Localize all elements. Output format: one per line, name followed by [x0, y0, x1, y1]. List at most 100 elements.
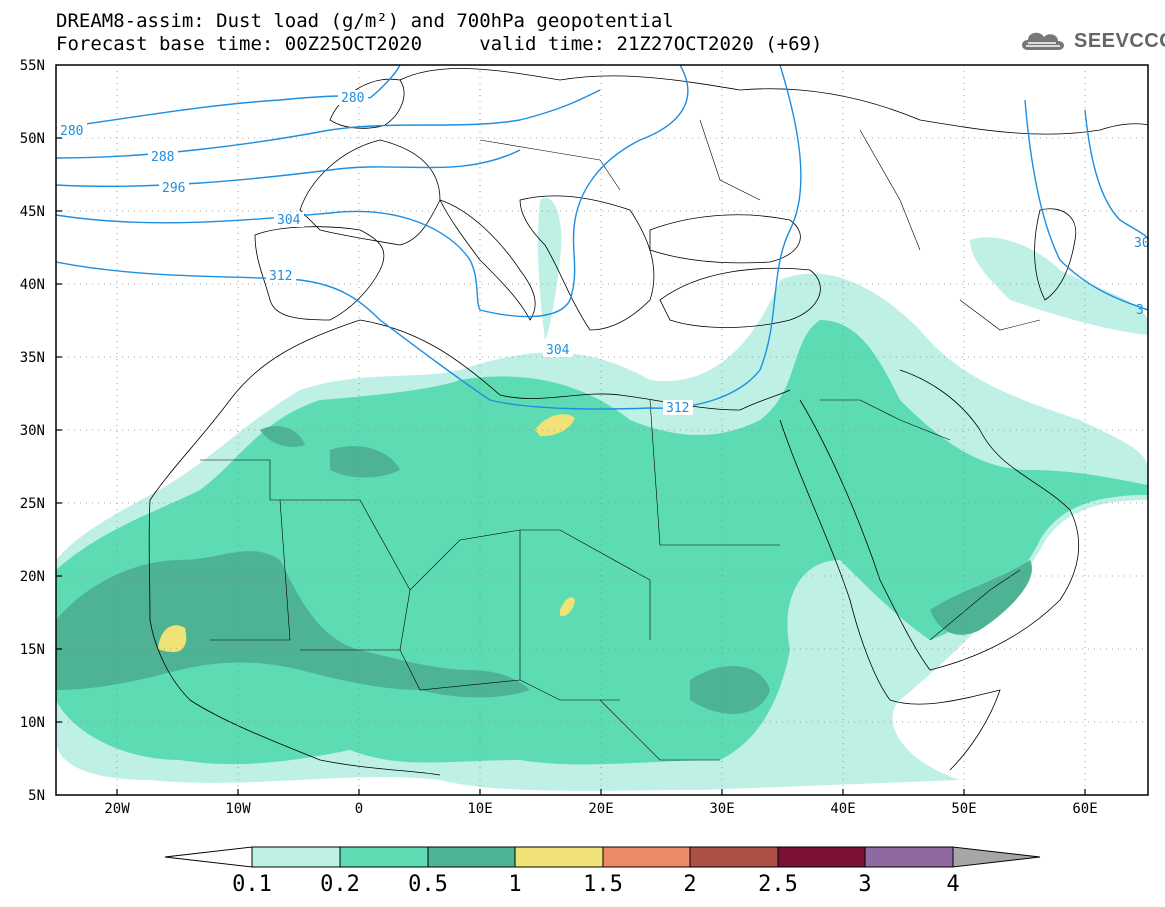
dust-level-1-chad: [560, 597, 575, 617]
cloud-logo-icon: [1022, 32, 1064, 50]
lat-tick-label: 20N: [20, 569, 45, 585]
border-line: [859, 129, 921, 251]
border-line: [959, 299, 1041, 331]
contour-label: 3: [1136, 303, 1144, 318]
lon-tick-label: 10E: [467, 801, 492, 817]
border-line: [599, 699, 720, 761]
map-title: DREAM8-assim: Dust load (g/m²) and 700hP…: [56, 10, 674, 32]
lat-tick-label: 10N: [20, 715, 45, 731]
dust-level-1-senegal: [158, 625, 187, 652]
contour-label: 304: [277, 213, 301, 228]
border-line: [479, 139, 621, 191]
coastline-italy: [439, 199, 536, 321]
forecast-times: Forecast base time: 00Z25OCT2020 valid t…: [56, 33, 823, 55]
dust-level-0.5-central: [260, 425, 400, 478]
border-line: [280, 499, 411, 651]
lat-tick-label: 40N: [20, 277, 45, 293]
dust-level-0.1-adriatic: [537, 198, 562, 340]
contour-280: [56, 95, 371, 129]
colorbar-tick-label: 3: [858, 872, 871, 897]
colorbar-tick-label: 0.1: [232, 872, 272, 897]
coastline-north-africa: [149, 319, 791, 501]
coastline-arabia: [899, 369, 1080, 671]
colorbar-tick-label: 0.5: [408, 872, 448, 897]
colorbar-high-arrow: [952, 846, 1041, 868]
coastline-black-sea: [649, 214, 801, 264]
lon-tick-label: 30E: [709, 801, 734, 817]
colorbar-swatch: [777, 846, 866, 868]
coastline-west-africa: [148, 499, 441, 776]
colorbar: 0.1 0.2 0.5 1 1.5 2 2.5 3 4: [164, 846, 1041, 897]
border-line: [300, 649, 521, 691]
lon-tick-label: 20W: [104, 801, 130, 817]
contour-labels: 280 280 288 296 304 312 304 312 30 3: [57, 90, 1150, 416]
coastline-horn: [889, 689, 1001, 771]
contour-280b: [369, 65, 401, 99]
coastlines: [148, 68, 1148, 776]
contour-east-1: [1024, 99, 1148, 311]
lat-tick-label: 45N: [20, 204, 45, 220]
coastline-caspian: [1034, 208, 1077, 301]
lon-tick-label: 10W: [225, 801, 251, 817]
border-line: [699, 119, 761, 201]
coastline-france: [299, 139, 441, 246]
border-line: [929, 569, 1021, 641]
border-line: [519, 530, 620, 701]
dust-shading: [56, 198, 1148, 791]
colorbar-tick-label: 4: [946, 872, 959, 897]
latitude-labels: 55N 50N 45N 40N 35N 30N 25N 20N 15N 10N …: [20, 58, 45, 804]
colorbar-tick-label: 0.2: [320, 872, 360, 897]
logo-text: SEEVCCC: [1074, 29, 1165, 52]
border-line: [649, 399, 780, 546]
border-line: [200, 459, 291, 641]
border-line: [409, 529, 651, 640]
colorbar-tick-label: 1: [508, 872, 521, 897]
contour-label: 288: [151, 150, 174, 165]
contour-label: 280: [341, 91, 364, 106]
colorbar-swatch: [339, 846, 429, 868]
lat-tick-label: 55N: [20, 58, 45, 74]
lat-tick-label: 30N: [20, 423, 45, 439]
colorbar-tick-label: 1.5: [583, 872, 623, 897]
colorbar-swatch: [514, 846, 604, 868]
colorbar-swatch: [427, 846, 516, 868]
border-line: [820, 399, 951, 441]
dust-level-0.5-east: [690, 666, 770, 714]
gridlines: [56, 65, 1148, 795]
coastline-balkans: [519, 195, 655, 331]
dust-level-1-libya: [535, 414, 575, 437]
colorbar-tick-label: 2.5: [758, 872, 798, 897]
lon-tick-label: 50E: [951, 801, 976, 817]
coastline-anatolia: [659, 267, 821, 328]
lat-tick-label: 15N: [20, 642, 45, 658]
contour-label: 30: [1134, 236, 1150, 251]
axis-ticks: [56, 137, 1086, 795]
colorbar-swatch: [251, 846, 341, 868]
map-plot-area: 280 280 288 296 304 312 304 312 30 3: [56, 65, 1150, 795]
longitude-labels: 20W 10W 0 10E 20E 30E 40E 50E 60E: [104, 801, 1097, 817]
contour-label: 312: [666, 401, 689, 416]
coastline-europe-north: [399, 68, 1148, 135]
lat-tick-label: 50N: [20, 131, 45, 147]
lon-tick-label: 20E: [588, 801, 613, 817]
lat-tick-label: 35N: [20, 350, 45, 366]
contour-288: [56, 89, 601, 159]
lon-tick-label: 0: [355, 801, 363, 817]
contour-label: 312: [269, 269, 292, 284]
lat-tick-label: 5N: [28, 788, 45, 804]
contour-label: 280: [60, 124, 83, 139]
geopotential-contours: [56, 65, 1148, 410]
contour-label: 304: [546, 343, 570, 358]
coastline-red-sea: [779, 399, 931, 701]
lat-tick-label: 25N: [20, 496, 45, 512]
country-borders: [200, 119, 1041, 761]
contour-304: [56, 65, 689, 318]
contour-label: 296: [162, 181, 185, 196]
colorbar-swatch: [689, 846, 779, 868]
colorbar-low-arrow: [164, 846, 253, 868]
lon-tick-label: 60E: [1072, 801, 1097, 817]
colorbar-swatch: [602, 846, 691, 868]
coastline-iberia: [254, 226, 385, 321]
colorbar-tick-label: 2: [683, 872, 696, 897]
